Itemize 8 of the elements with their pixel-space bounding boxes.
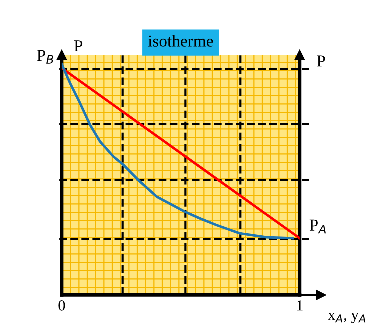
x-tick-label: 1 bbox=[297, 300, 303, 311]
ref-line-label: P$_{A}$ bbox=[310, 220, 326, 234]
y-axis-title: P bbox=[74, 40, 83, 52]
x-axis-title: x$_{A}$, y$_{A}$ bbox=[328, 313, 366, 324]
chart-title: isotherme bbox=[148, 35, 214, 47]
y2-axis-title: P bbox=[317, 56, 326, 67]
ref-line-label: P$_{B}$ bbox=[37, 50, 54, 64]
x-tick-label: 0 bbox=[58, 300, 66, 311]
